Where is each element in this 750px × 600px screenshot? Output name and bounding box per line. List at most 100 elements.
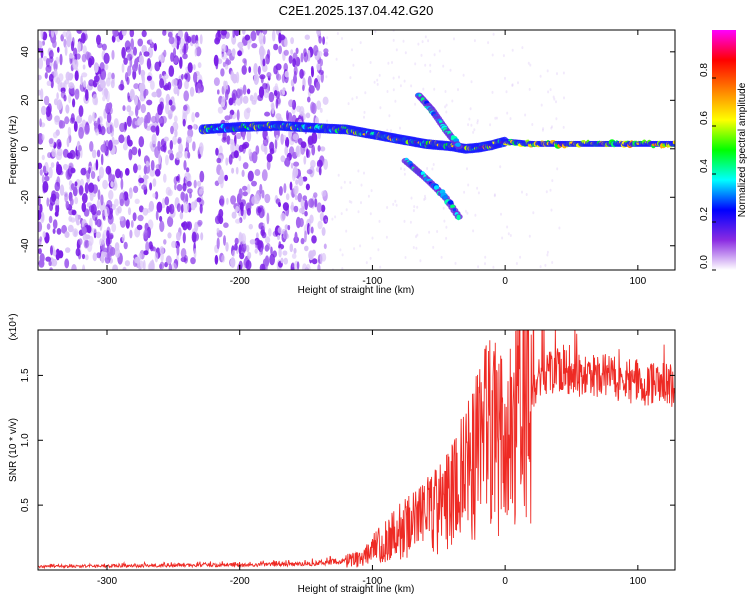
noise-blob [172,135,178,145]
noise-blob [112,264,118,270]
noise-blob [168,99,173,106]
noise-blob [280,212,286,222]
noise-blob [70,167,76,174]
noise-blob [293,247,297,254]
noise-blob [284,38,288,47]
noise-blob [51,258,58,267]
noise-blob [197,62,202,69]
noise-speck [473,39,476,43]
noise-blob [64,45,68,56]
noise-blob [54,198,60,206]
noise-speck [399,84,402,88]
noise-speck [532,211,535,215]
noise-blob [134,94,139,106]
noise-blob [38,57,44,70]
noise-blob [143,118,148,130]
noise-speck [549,88,552,92]
noise-blob [176,231,181,241]
noise-blob [193,64,196,71]
noise-blob [235,132,242,140]
noise-blob [70,183,75,191]
noise-blob [313,192,318,199]
noise-blob [219,175,224,183]
noise-blob [270,246,273,256]
noise-blob [146,111,151,124]
noise-blob [143,228,149,240]
noise-blob [304,34,310,40]
colorbar-label: Normalized spectral amplitude [737,82,748,217]
noise-blob [89,193,94,201]
noise-blob [149,38,153,45]
noise-blob [269,253,275,266]
noise-blob [262,82,268,90]
noise-blob [45,58,50,68]
noise-blob [59,53,63,66]
noise-blob [51,148,56,158]
noise-blob [224,174,229,182]
noise-blob [47,103,52,114]
noise-blob [136,224,143,231]
noise-blob [224,115,231,121]
colorbar-ticks: 0.0 0.2 0.4 0.6 0.8 [699,63,716,271]
noise-blob [101,86,108,97]
noise-blob [283,257,289,265]
noise-blob [137,164,142,171]
noise-blob [311,249,316,257]
noise-speck [414,102,417,106]
noise-blob [39,169,43,176]
noise-speck [345,229,348,233]
noise-blob [222,130,227,141]
noise-blob [143,88,149,96]
noise-blob [259,263,266,270]
noise-blob [120,178,124,190]
noise-blob [121,233,126,242]
noise-blob [184,31,189,42]
noise-blob [221,254,226,263]
noise-blob [225,59,232,66]
noise-blob [251,180,257,187]
noise-blob [119,170,123,179]
noise-blob [241,169,245,177]
noise-blob [68,215,73,222]
noise-speck [509,234,512,237]
noise-blob [52,228,56,234]
noise-blob [294,195,298,201]
noise-speck [529,63,532,67]
noise-blob [88,114,93,124]
noise-speck [343,180,346,184]
noise-blob [149,141,153,149]
noise-blob [130,38,134,50]
noise-blob [235,166,239,175]
noise-blob [305,263,311,270]
noise-blob [59,82,66,88]
noise-blob [184,80,189,90]
noise-blob [133,46,137,56]
noise-blob [191,231,197,243]
noise-speck [445,236,448,240]
noise-speck [379,106,382,110]
noise-blob [123,142,128,151]
noise-blob [195,82,202,94]
noise-speck [379,265,382,269]
noise-blob [143,51,150,57]
y-tick-label: -40 [20,238,31,253]
noise-blob [241,65,247,75]
noise-blob [169,140,173,150]
noise-blob [303,52,309,63]
noise-blob [189,192,192,199]
noise-blob [143,250,149,256]
noise-blob [187,62,193,73]
noise-blob [314,198,318,208]
noise-blob [240,233,247,245]
noise-blob [182,53,188,60]
noise-speck [351,97,354,101]
noise-speck [555,100,557,104]
noise-blob [317,264,321,270]
noise-speck [339,248,342,252]
noise-blob [307,75,312,87]
noise-blob [288,129,292,139]
noise-blob [232,249,236,258]
noise-blob [162,30,167,36]
noise-speck [373,80,376,84]
noise-blob [304,230,307,243]
